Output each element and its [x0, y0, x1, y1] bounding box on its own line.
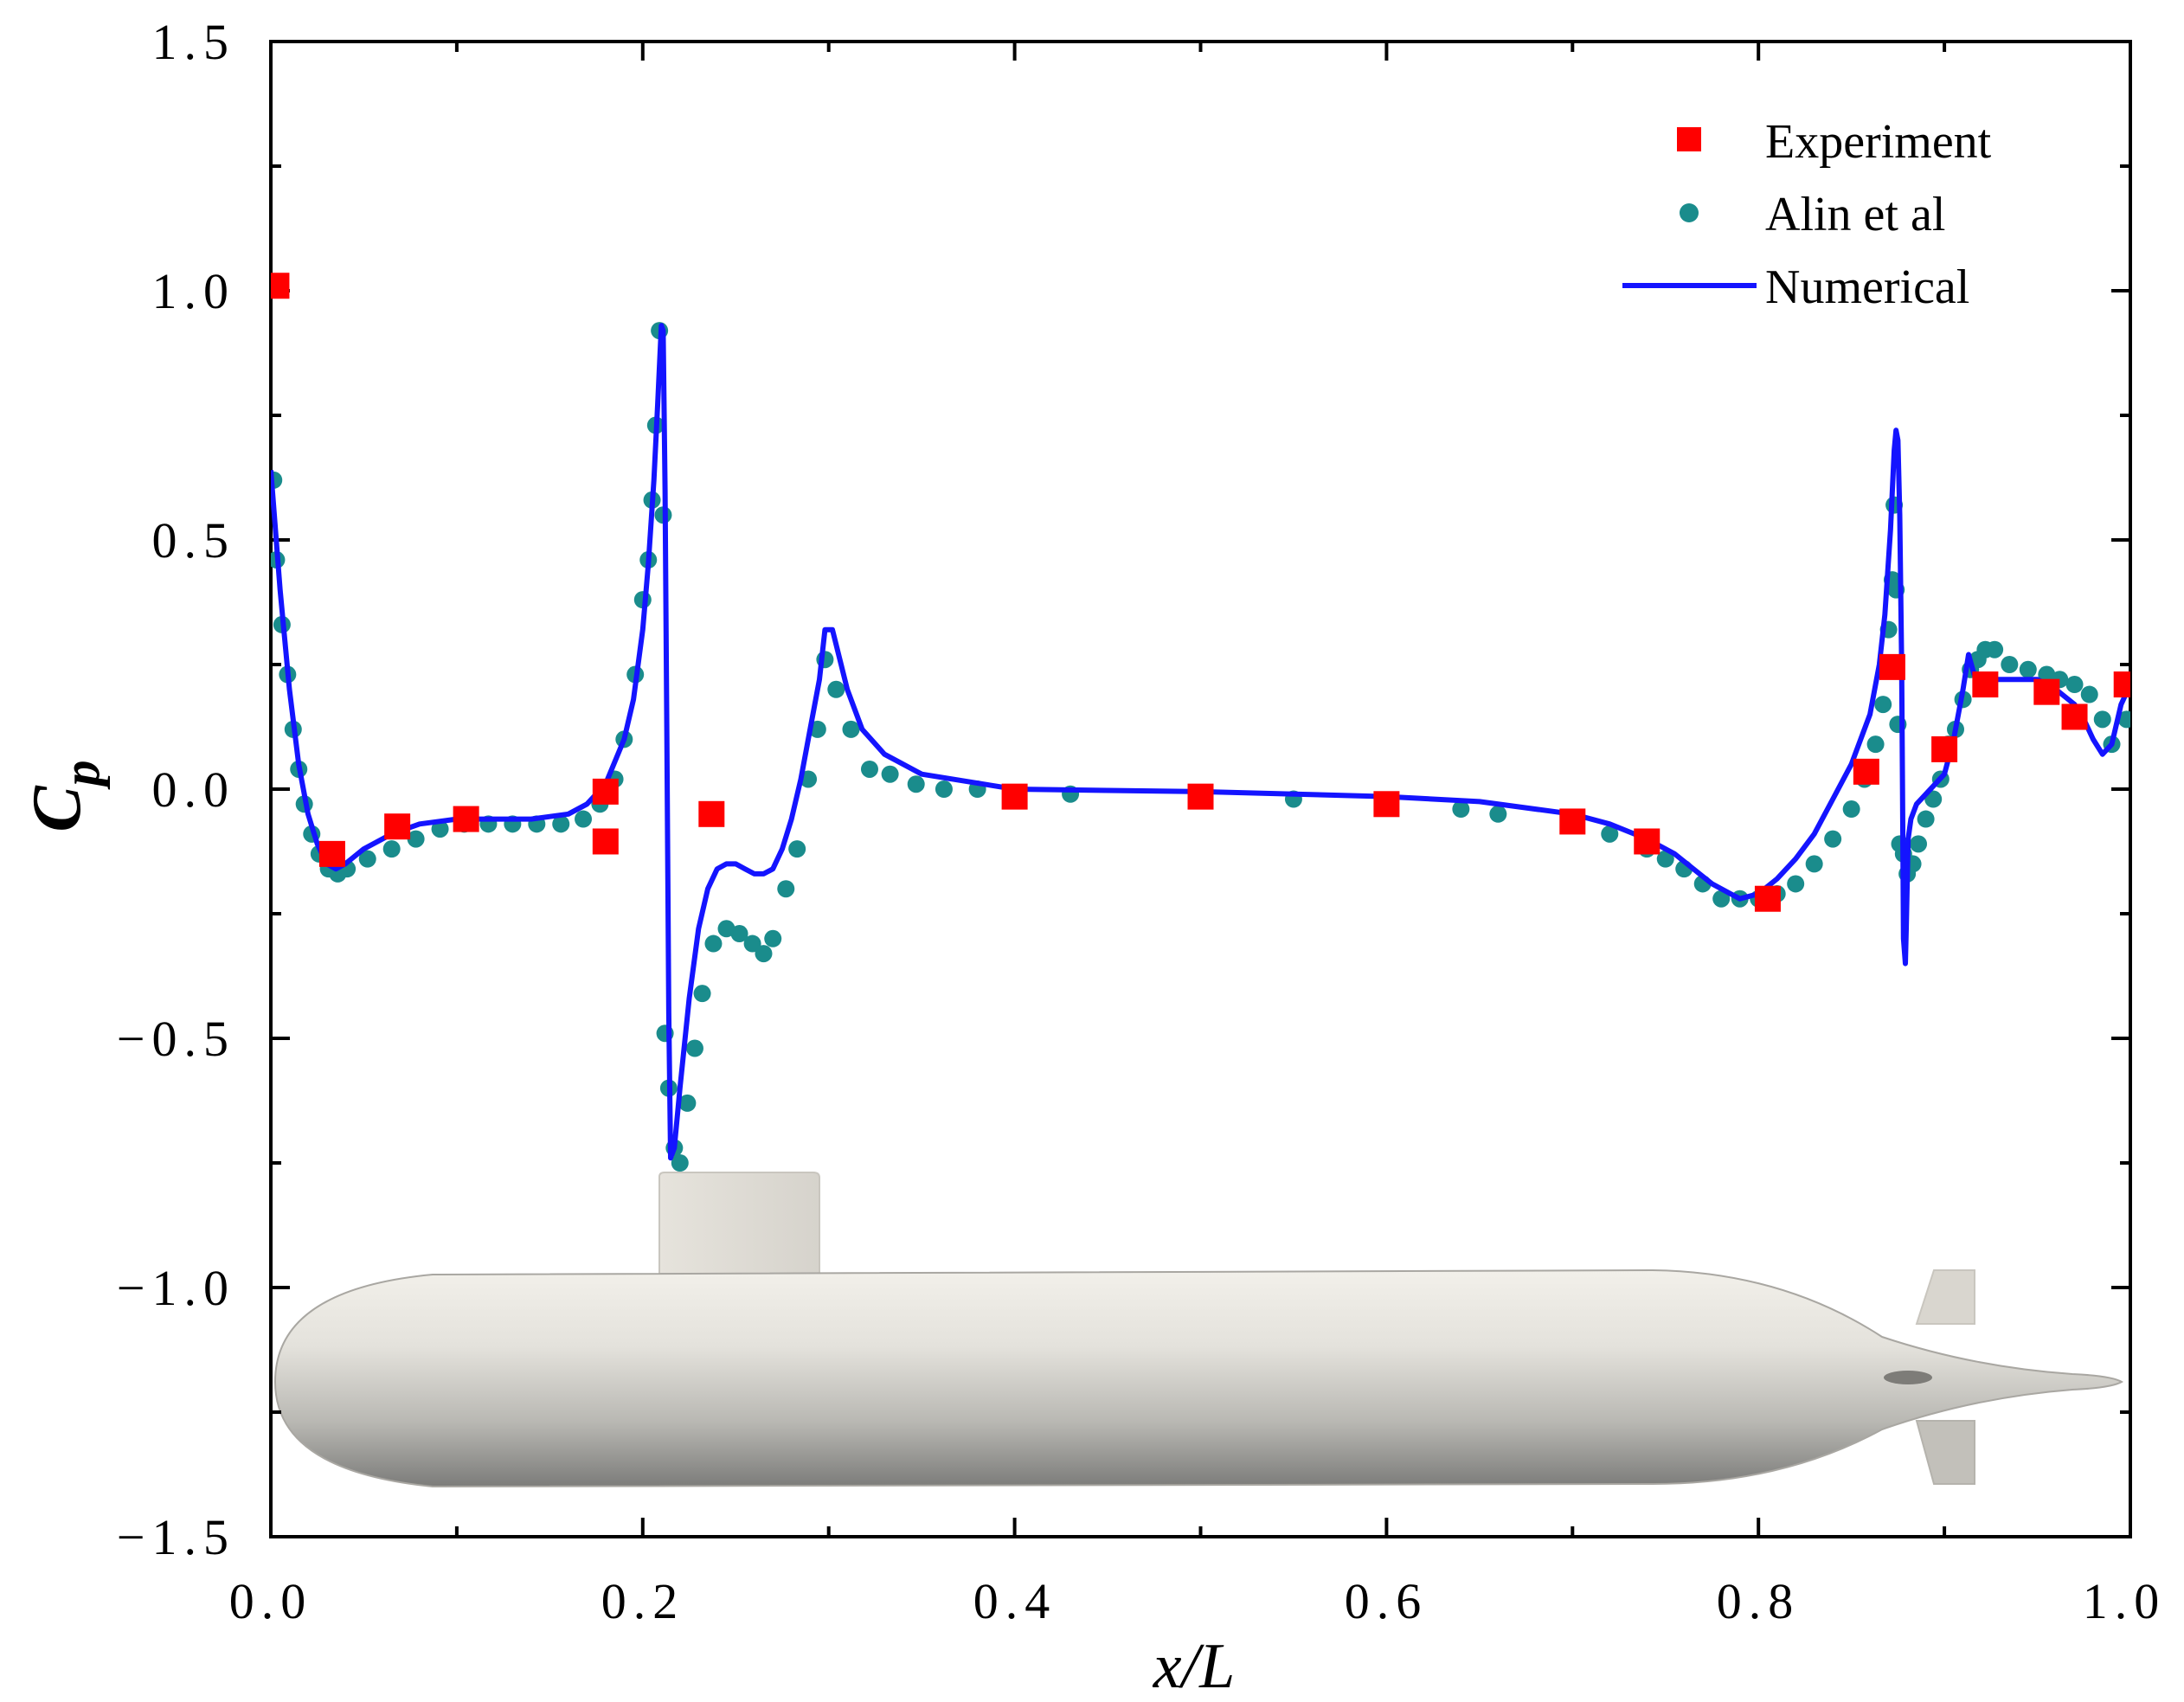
alin-point [730, 925, 748, 943]
experiment-point [1972, 671, 1999, 698]
alin-point [1787, 875, 1805, 893]
y-tick-label: −1.5 [117, 1509, 235, 1565]
alin-point [1452, 800, 1470, 819]
alin-point [860, 760, 878, 778]
experiment-point [1853, 758, 1879, 785]
alin-point [575, 810, 593, 828]
x-tick-label: 0.4 [973, 1573, 1057, 1629]
y-tick-labels: 1.5 1.0 0.5 0.0 −0.5 −1.0 −1.5 [117, 14, 236, 1565]
alin-point [358, 850, 376, 868]
alin-point [764, 929, 782, 947]
alin-point [827, 680, 845, 698]
alin-point [678, 1094, 697, 1112]
y-tick-label: 1.5 [152, 14, 236, 70]
alin-point [552, 815, 570, 833]
alin-point [743, 934, 761, 953]
alin-point [1656, 850, 1674, 868]
alin-point [2019, 660, 2037, 678]
alin-point [881, 765, 899, 783]
x-tick-labels: 0.0 0.2 0.4 0.6 0.8 1.0 [229, 1573, 2167, 1629]
alin-point [2093, 710, 2111, 729]
experiment-point [592, 828, 619, 855]
experiment-point [1559, 808, 1586, 835]
alin-point [382, 840, 401, 858]
alin-point [1924, 790, 1943, 808]
experiment-point [318, 840, 345, 867]
experiment-point [1754, 885, 1781, 912]
alin-point [1986, 640, 2004, 658]
y-tick-label: 0.5 [152, 512, 236, 568]
y-tick-label: −0.5 [117, 1011, 235, 1067]
experiment-point [1879, 653, 1905, 680]
alin-point [1824, 830, 1842, 848]
alin-point [671, 1154, 689, 1172]
experiment-point [2033, 678, 2060, 705]
experiment-point [1931, 735, 1958, 762]
alin-point [2065, 676, 2084, 694]
experiment-point [384, 813, 411, 840]
alin-point [935, 780, 953, 798]
alin-point [907, 775, 925, 793]
y-axis-title: Cp [19, 760, 110, 832]
x-axis-title: x/L [1153, 1631, 1236, 1702]
alin-point [1842, 800, 1860, 819]
alin-point [717, 920, 735, 938]
alin-point [788, 840, 806, 858]
y-axis-title-main: C [19, 785, 95, 832]
alin-point [1874, 696, 1892, 714]
x-tick-label: 0.0 [229, 1573, 313, 1629]
alin-point [1489, 805, 1507, 823]
x-tick-label: 0.8 [1717, 1573, 1801, 1629]
alin-point [777, 880, 795, 898]
alin-point [755, 945, 773, 963]
experiment-point [1001, 783, 1028, 810]
y-tick-label: 0.0 [152, 761, 236, 818]
alin-point [842, 720, 860, 738]
x-tick-label: 0.6 [1345, 1573, 1429, 1629]
alin-point [693, 985, 711, 1003]
alin-point [2001, 656, 2019, 673]
series-numerical-line [271, 323, 2130, 1161]
alin-point [1866, 735, 1885, 754]
experiment-point [2113, 671, 2130, 698]
experiment-point [1187, 783, 1214, 810]
alin-point [1601, 825, 1619, 843]
alin-point [431, 820, 449, 838]
alin-point [1917, 810, 1935, 828]
alin-point [2080, 685, 2098, 703]
legend-experiment-marker [1677, 127, 1701, 151]
y-tick-label: 1.0 [152, 263, 236, 319]
axis-ticks [269, 40, 2132, 1538]
legend: Experiment Alin et al Numerical [1622, 115, 1992, 314]
experiment-point [2061, 703, 2088, 730]
alin-point [704, 934, 723, 953]
legend-numerical-label: Numerical [1765, 260, 1969, 314]
x-tick-label: 0.2 [601, 1573, 685, 1629]
series-experiment [271, 273, 2130, 912]
alin-point [407, 830, 425, 848]
experiment-point [1373, 791, 1400, 818]
experiment-point [1634, 828, 1660, 855]
alin-point [1805, 855, 1823, 873]
alin-point [685, 1039, 703, 1057]
experiment-point [592, 778, 619, 805]
legend-alin-label: Alin et al [1765, 188, 1945, 241]
series-alin [271, 322, 2130, 1172]
y-tick-label: −1.0 [117, 1260, 235, 1316]
experiment-point [698, 800, 725, 827]
submarine-illustration [273, 1172, 2123, 1488]
alin-point [1712, 890, 1731, 908]
y-axis-title-subscript: p [53, 760, 110, 790]
experiment-point [453, 806, 479, 832]
x-tick-label: 1.0 [2083, 1573, 2167, 1629]
alin-point [2038, 665, 2056, 684]
experiment-point [271, 273, 290, 299]
alin-point [1910, 835, 1928, 853]
legend-alin-marker [1680, 203, 1699, 222]
legend-experiment-label: Experiment [1765, 115, 1992, 169]
